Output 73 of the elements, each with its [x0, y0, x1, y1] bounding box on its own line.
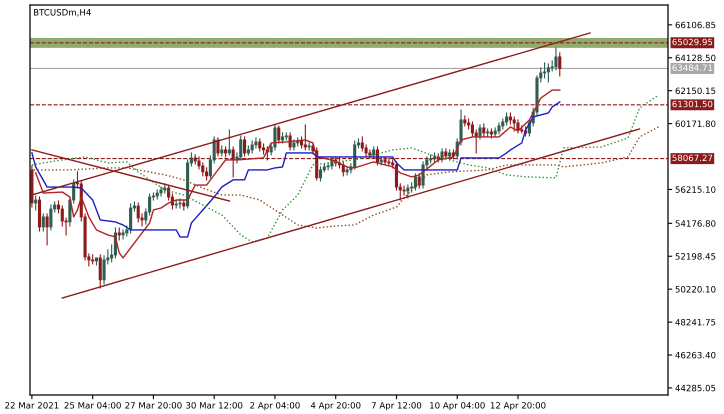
candlestick [49, 204, 52, 231]
ref-line-label: 65029.95 [672, 38, 712, 46]
candlestick [250, 140, 254, 154]
candlestick [497, 122, 501, 134]
y-tick-label: 66106.85 [676, 22, 716, 28]
candlestick [102, 255, 106, 284]
x-tick-label: 27 Mar 20:00 [125, 402, 182, 409]
y-tick-label: 52198.45 [676, 253, 716, 260]
candlestick [174, 200, 178, 209]
candlestick [505, 112, 508, 126]
candlestick [414, 173, 418, 191]
candlestick [512, 116, 516, 132]
candlestick [163, 183, 166, 194]
candlestick [136, 202, 140, 223]
candlestick [182, 199, 186, 211]
y-tick-label: 48241.75 [675, 318, 716, 326]
candlestick [273, 124, 277, 150]
candlestick [418, 173, 421, 189]
ref-line-label: 61301.50 [672, 100, 712, 108]
candlestick [34, 195, 38, 211]
y-tick-label: 44285.05 [675, 384, 716, 392]
candlestick [478, 124, 482, 140]
y-tick-label: 56215.10 [676, 186, 716, 193]
ref-line-label: 58067.27 [672, 154, 712, 162]
candlestick [463, 115, 466, 127]
candlestick [280, 132, 284, 144]
line-series [31, 94, 660, 243]
candlestick [467, 118, 470, 130]
candlestick [406, 184, 410, 199]
candlestick [156, 189, 159, 200]
y-tick-label: 62150.15 [676, 88, 716, 94]
x-tick-label: 10 Apr 04:00 [430, 402, 485, 410]
candlestick [46, 213, 49, 246]
candlestick [220, 145, 224, 156]
candlestick [318, 166, 322, 182]
candlestick [277, 125, 280, 144]
candlestick [118, 227, 121, 240]
chart-title: BTCUSDm,H4 [34, 9, 91, 16]
candlestick [300, 136, 304, 148]
x-tick-label: 7 Apr 12:00 [372, 402, 422, 410]
x-tick-label: 2 Apr 04:00 [250, 402, 300, 410]
candlestick [129, 203, 132, 234]
candlestick [543, 62, 546, 78]
x-tick-label: 25 Mar 04:00 [64, 402, 121, 409]
candlestick [258, 138, 262, 152]
candlestick [546, 63, 550, 82]
y-tick-label: 50220.10 [676, 286, 716, 293]
y-tick-label: 64128.50 [676, 54, 716, 62]
ref-line-label: 63484.71 [672, 64, 712, 71]
candlestick [342, 161, 345, 176]
candlestick [444, 148, 448, 160]
candlestick [239, 135, 242, 160]
candlestick [254, 137, 258, 148]
x-tick-label: 30 Mar 12:00 [186, 402, 242, 409]
x-tick-label: 12 Apr 20:00 [490, 402, 546, 410]
candlestick [554, 47, 558, 70]
candlestick [482, 123, 486, 138]
candlestick [372, 146, 376, 158]
y-tick-label: 46263.40 [675, 352, 716, 358]
line-series [30, 126, 660, 229]
y-tick-label: 54176.80 [676, 220, 716, 227]
candlestick [304, 124, 307, 150]
x-tick-label: 4 Apr 20:00 [310, 402, 360, 410]
line-series [31, 101, 560, 238]
candlestick [292, 139, 296, 150]
candlestick [98, 254, 102, 289]
candlestick [353, 140, 356, 170]
candlestick [42, 213, 45, 232]
candlestick [558, 52, 562, 76]
y-tick-label: 60171.80 [676, 120, 716, 127]
line-series [35, 89, 560, 259]
candlestick [228, 129, 231, 156]
x-tick-label: 22 Mar 2021 [5, 402, 58, 409]
